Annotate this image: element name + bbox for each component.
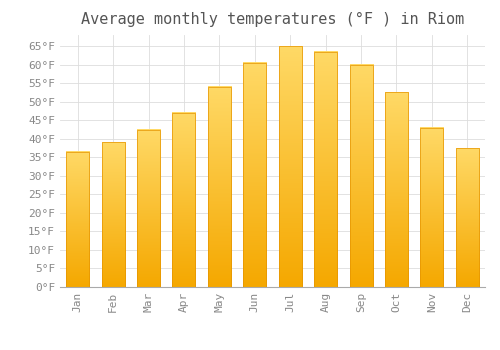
Bar	[172, 113, 196, 287]
Bar	[350, 65, 372, 287]
Bar	[66, 152, 89, 287]
Bar	[244, 63, 266, 287]
Bar	[137, 130, 160, 287]
Bar	[314, 52, 337, 287]
Bar	[208, 87, 231, 287]
Bar	[420, 128, 444, 287]
Bar	[385, 92, 408, 287]
Title: Average monthly temperatures (°F ) in Riom: Average monthly temperatures (°F ) in Ri…	[81, 12, 464, 27]
Bar	[456, 148, 479, 287]
Bar	[278, 46, 301, 287]
Bar	[102, 142, 124, 287]
